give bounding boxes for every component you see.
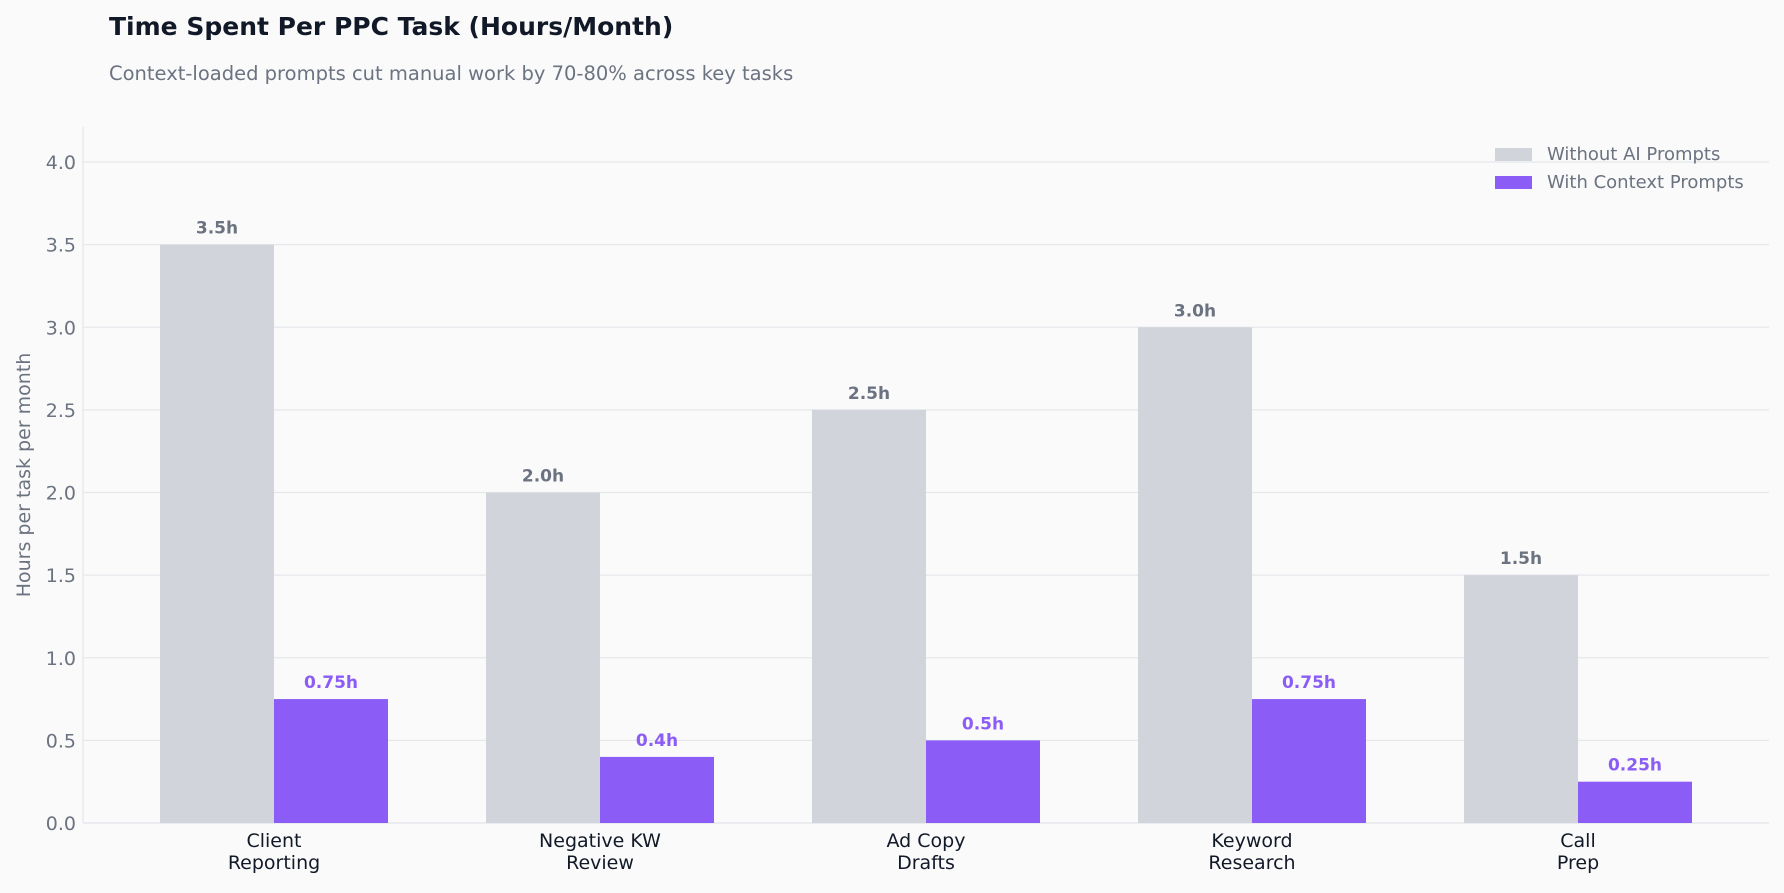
- bar-without-ai: [1138, 327, 1252, 823]
- bar-with-context: [600, 756, 714, 823]
- data-label: 0.5h: [962, 714, 1004, 734]
- data-label: 0.75h: [1282, 673, 1336, 693]
- bar-without-ai: [812, 409, 926, 823]
- x-tick-label: Drafts: [897, 852, 955, 874]
- x-tick-label: Review: [566, 852, 634, 874]
- data-label: 0.75h: [304, 673, 358, 693]
- legend-swatch: [1495, 148, 1532, 161]
- y-tick-label: 3.5: [46, 235, 76, 257]
- y-tick-label: 0.5: [46, 730, 76, 752]
- y-tick-label: 2.5: [46, 400, 76, 422]
- bar-without-ai: [1464, 575, 1578, 823]
- legend-swatch: [1495, 176, 1532, 189]
- x-tick-label: Reporting: [228, 852, 320, 874]
- data-label: 0.25h: [1608, 756, 1662, 776]
- y-tick-label: 0.0: [46, 813, 76, 835]
- x-tick-label: Prep: [1557, 852, 1599, 874]
- data-label: 3.5h: [196, 219, 238, 239]
- x-tick-label: Negative KW: [539, 830, 661, 852]
- y-tick-label: 2.0: [46, 483, 76, 505]
- data-label: 2.5h: [848, 384, 890, 404]
- bar-with-context: [1578, 781, 1692, 823]
- data-label: 2.0h: [522, 467, 564, 487]
- y-tick-label: 1.0: [46, 648, 76, 670]
- legend-label: Without AI Prompts: [1547, 144, 1720, 165]
- data-label: 0.4h: [636, 731, 678, 751]
- bar-with-context: [1252, 699, 1366, 823]
- x-tick-label: Ad Copy: [887, 830, 966, 852]
- bar-without-ai: [160, 244, 274, 823]
- chart-subtitle: Context-loaded prompts cut manual work b…: [109, 62, 793, 85]
- data-label: 3.0h: [1174, 301, 1216, 321]
- chart-title: Time Spent Per PPC Task (Hours/Month): [109, 12, 673, 41]
- y-tick-label: 1.5: [46, 565, 76, 587]
- bar-without-ai: [486, 492, 600, 823]
- x-tick-label: Research: [1208, 852, 1295, 874]
- bar-with-context: [274, 699, 388, 823]
- x-tick-label: Keyword: [1211, 830, 1292, 852]
- x-tick-label: Call: [1560, 830, 1595, 852]
- y-tick-label: 3.0: [46, 317, 76, 339]
- y-axis-label: Hours per task per month: [13, 353, 35, 598]
- y-tick-label: 4.0: [46, 152, 76, 174]
- bar-with-context: [926, 740, 1040, 823]
- legend-label: With Context Prompts: [1547, 172, 1744, 193]
- data-label: 1.5h: [1500, 549, 1542, 569]
- x-tick-label: Client: [246, 830, 301, 852]
